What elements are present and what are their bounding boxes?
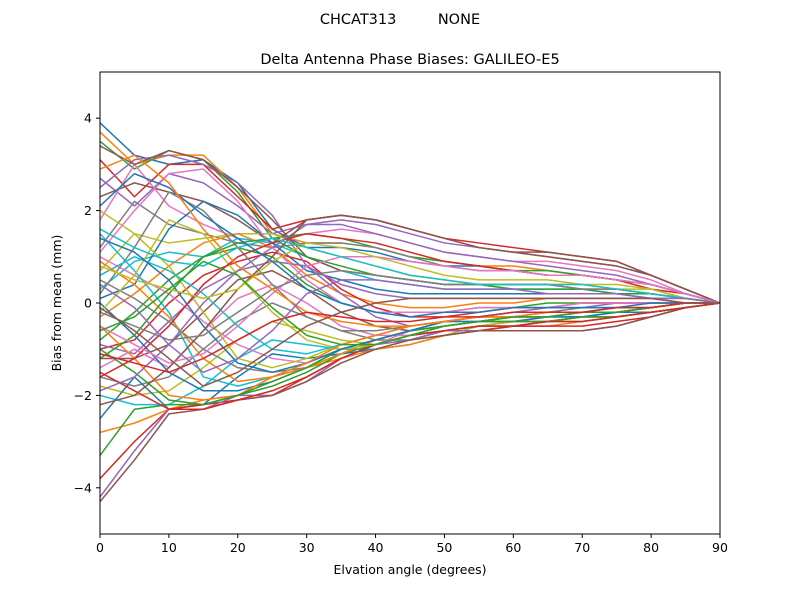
y-tick-label: 4	[84, 111, 92, 126]
y-tick-label: −4	[74, 480, 92, 495]
y-axis: −4 −2 0 2 4	[74, 111, 100, 495]
series-line-s53	[100, 260, 720, 346]
series-line-s50	[100, 228, 720, 304]
series-line-s54	[100, 302, 720, 374]
series-line-s47	[100, 256, 720, 364]
series-line-s55	[100, 279, 720, 374]
x-tick-label: 80	[643, 540, 659, 555]
x-axis-label: Elvation angle (degrees)	[333, 562, 486, 577]
x-tick-label: 10	[161, 540, 177, 555]
series-line-s46	[100, 214, 720, 406]
y-tick-label: −2	[74, 388, 92, 403]
x-axis: 0 10 20 30 40 50 60 70 80 90	[96, 534, 728, 555]
y-tick-label: 0	[84, 296, 92, 311]
x-tick-label: 30	[299, 540, 315, 555]
x-tick-label: 90	[712, 540, 728, 555]
x-tick-label: 40	[368, 540, 384, 555]
x-tick-label: 20	[230, 540, 246, 555]
chart-title: Delta Antenna Phase Biases: GALILEO-E5	[260, 52, 559, 68]
series-lines	[100, 122, 720, 503]
x-tick-label: 70	[574, 540, 590, 555]
x-tick-label: 50	[436, 540, 452, 555]
x-tick-label: 60	[505, 540, 521, 555]
y-axis-label: Bias from mean (mm)	[49, 235, 64, 372]
y-tick-label: 2	[84, 203, 92, 218]
series-line-s45	[100, 223, 720, 392]
series-line-s49	[100, 242, 720, 304]
x-tick-label: 0	[96, 540, 104, 555]
figure-suptitle: CHCAT313 NONE	[320, 12, 480, 28]
series-line-s37	[100, 168, 720, 313]
series-line-s56	[100, 297, 720, 387]
